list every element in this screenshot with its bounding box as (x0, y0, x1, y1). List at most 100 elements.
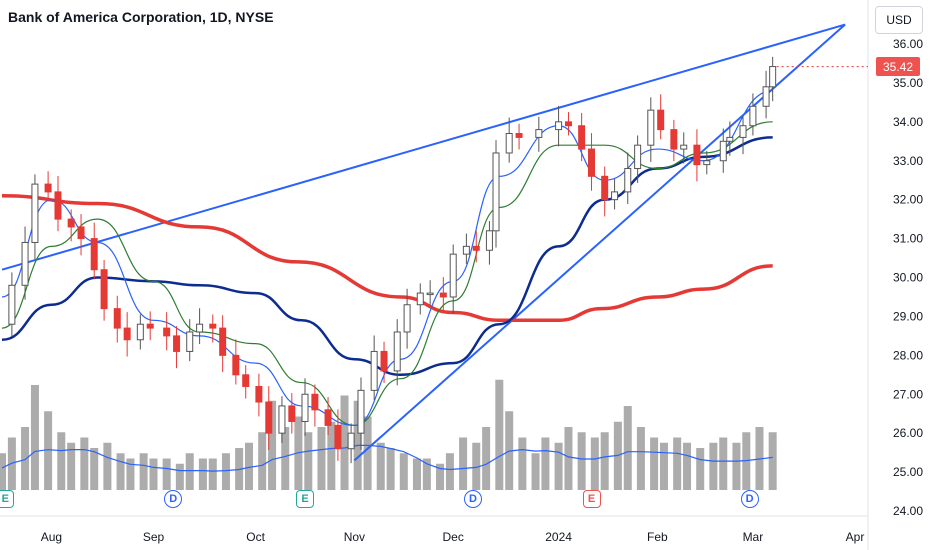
x-tick-label: Nov (344, 530, 365, 544)
volume-bar (531, 453, 540, 490)
volume-bar (673, 437, 682, 490)
x-tick-label: Oct (246, 530, 265, 544)
earnings-marker[interactable]: E (295, 490, 314, 508)
volume-average-line (1, 444, 773, 472)
candle-body (100, 269, 108, 310)
candle-body (693, 144, 701, 166)
y-tick-label: 27.00 (893, 387, 923, 401)
volume-bar (139, 453, 148, 490)
volume-bar (175, 463, 184, 490)
candle-body (555, 121, 563, 131)
volume-bar (21, 427, 30, 490)
volume-bar (399, 453, 408, 490)
volume-bar (564, 427, 573, 490)
candle-body (703, 160, 711, 166)
volume-bar (317, 427, 326, 490)
volume-bar (327, 421, 336, 490)
dividend-marker[interactable]: D (740, 490, 759, 508)
candle-body (21, 241, 29, 286)
y-tick-label: 35.00 (893, 76, 923, 90)
volume-bar (683, 442, 692, 490)
volume-bar (577, 432, 586, 490)
volume-bar (459, 437, 468, 490)
x-tick-label: Apr (846, 530, 865, 544)
candle-body (564, 121, 572, 127)
volume-bar (422, 458, 431, 490)
dividend-marker[interactable]: D (463, 490, 482, 508)
candle-body (357, 389, 365, 434)
candle-body (113, 308, 121, 329)
candle-body (77, 226, 85, 240)
candle-body (334, 424, 342, 450)
volume-bar (67, 442, 76, 490)
x-tick-label: Sep (143, 530, 165, 544)
candle-body (588, 148, 596, 177)
candle-body (123, 327, 131, 341)
candle-body (624, 168, 632, 193)
candle-body (462, 245, 470, 255)
y-tick-label: 32.00 (893, 193, 923, 207)
volume-bar (386, 448, 395, 490)
candle-body (90, 238, 98, 271)
candle-body (472, 245, 480, 251)
candle-body (173, 335, 181, 352)
x-tick-label: Mar (743, 530, 764, 544)
y-tick-label: 34.00 (893, 115, 923, 129)
moving-average-sma-10 (1, 90, 773, 426)
y-tick-label: 26.00 (893, 426, 923, 440)
candle-body (242, 374, 250, 387)
candle-body (492, 152, 500, 232)
currency-button[interactable]: USD (875, 6, 923, 34)
volume-bar (185, 453, 194, 490)
y-tick-label: 29.00 (893, 309, 923, 323)
candle-body (265, 401, 273, 434)
volume-bar (198, 458, 207, 490)
volume-bar (30, 385, 39, 490)
volume-bar (363, 416, 372, 490)
candle-body (485, 230, 493, 251)
candle-body (726, 136, 734, 142)
candle-body (67, 218, 75, 228)
y-tick-label: 24.00 (893, 504, 923, 518)
candle-body (449, 253, 457, 298)
moving-average-sma-200 (1, 194, 773, 323)
volume-bar (600, 432, 609, 490)
volume-bar (126, 458, 135, 490)
candle-body (426, 292, 434, 296)
candle-body (209, 323, 217, 329)
volume-bar (554, 442, 563, 490)
candle-body (146, 323, 154, 329)
y-tick-label: 28.00 (893, 348, 923, 362)
candle-body (8, 284, 16, 325)
volume-bar (376, 442, 385, 490)
volume-bar (768, 432, 777, 490)
candle-body (739, 125, 747, 138)
candle-body (505, 133, 513, 154)
volume-bar (495, 379, 504, 490)
last-price-label: 35.42 (876, 57, 920, 76)
candle-body (439, 292, 447, 298)
candle-body (403, 304, 411, 333)
x-tick-label: Aug (41, 530, 62, 544)
volume-bar (0, 453, 6, 490)
dividend-marker[interactable]: D (164, 490, 183, 508)
volume-bar (445, 453, 454, 490)
candle-body (416, 292, 424, 306)
candle-body (657, 109, 665, 131)
candle-body (163, 327, 171, 337)
candle-body (347, 432, 355, 450)
volume-bar (709, 442, 718, 490)
candle-body (301, 393, 309, 422)
volume-bar (340, 395, 349, 490)
candle-body (232, 354, 240, 376)
x-tick-label: Feb (647, 530, 668, 544)
volume-bar (472, 442, 481, 490)
candle-body (670, 129, 678, 150)
y-tick-label: 30.00 (893, 271, 923, 285)
earnings-marker[interactable]: E (0, 490, 15, 508)
earnings-marker[interactable]: E (582, 490, 601, 508)
candle-body (370, 350, 378, 391)
volume-bar (116, 453, 125, 490)
